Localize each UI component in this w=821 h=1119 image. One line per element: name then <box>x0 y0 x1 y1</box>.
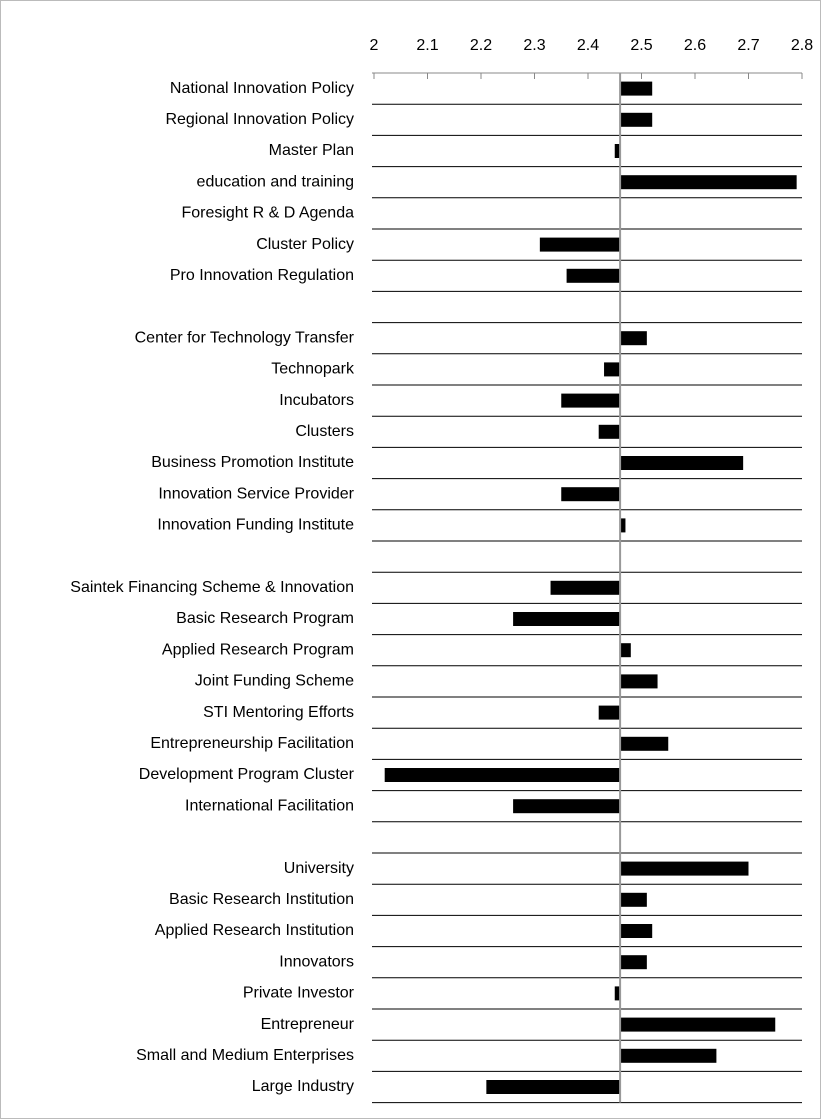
y-tick-label: Small and Medium Enterprises <box>136 1047 354 1064</box>
x-tick-label: 2.1 <box>416 37 438 54</box>
bar <box>598 424 621 439</box>
bar <box>384 768 621 782</box>
y-tick-label: Business Promotion Institute <box>151 454 354 471</box>
y-tick-label: Innovation Funding Institute <box>157 517 354 534</box>
bar <box>620 331 647 346</box>
bar <box>620 456 744 470</box>
bar <box>486 1080 621 1094</box>
y-tick-label: STI Mentoring Efforts <box>203 704 354 721</box>
bar <box>620 861 749 876</box>
y-tick-label: Foresight R & D Agenda <box>181 205 354 222</box>
y-tick-label: Large Industry <box>252 1078 354 1095</box>
y-tick-label: Clusters <box>295 423 354 440</box>
y-tick-label: Cluster Policy <box>256 236 354 253</box>
y-tick-label: Entrepreneur <box>261 1016 355 1033</box>
y-tick-label: Pro Innovation Regulation <box>170 267 354 284</box>
bar <box>561 487 621 502</box>
x-tick-label: 2.3 <box>523 37 545 54</box>
bar <box>620 924 653 938</box>
bar <box>620 736 669 751</box>
y-tick-label: Saintek Financing Scheme & Innovation <box>70 579 354 596</box>
x-tick-label: 2.7 <box>737 37 759 54</box>
y-tick-label: National Innovation Policy <box>170 80 354 97</box>
bar <box>550 580 621 595</box>
y-tick-label: Innovators <box>279 953 354 970</box>
bar <box>620 955 647 970</box>
x-tick-label: 2.5 <box>630 37 652 54</box>
y-tick-label: Development Program Cluster <box>139 766 355 783</box>
x-tick-label: 2.2 <box>470 37 492 54</box>
bar <box>620 643 631 658</box>
y-tick-label: Basic Research Program <box>176 610 354 627</box>
bar <box>566 268 621 283</box>
bar <box>539 237 621 252</box>
bar <box>561 393 621 408</box>
bar <box>620 518 626 533</box>
y-tick-label: University <box>284 860 354 877</box>
bar <box>614 144 621 158</box>
y-tick-label: Center for Technology Transfer <box>135 329 355 346</box>
y-tick-label: Incubators <box>279 392 354 409</box>
x-tick-label: 2.8 <box>791 37 813 54</box>
bar <box>620 1048 717 1063</box>
y-tick-label: Basic Research Institution <box>169 891 354 908</box>
bar <box>614 986 621 1001</box>
y-tick-label: International Facilitation <box>185 797 354 814</box>
y-tick-label: Technopark <box>271 361 355 378</box>
bar <box>620 892 647 907</box>
bar <box>620 175 797 190</box>
y-tick-label: Master Plan <box>269 142 354 159</box>
y-tick-label: Private Investor <box>243 985 355 1002</box>
bar <box>620 81 653 96</box>
y-tick-label: Joint Funding Scheme <box>195 673 354 690</box>
x-tick-label: 2 <box>370 37 379 54</box>
bar <box>604 362 621 377</box>
y-tick-label: Entrepreneurship Facilitation <box>150 735 354 752</box>
bar <box>513 799 621 814</box>
bar <box>598 705 621 720</box>
y-tick-label: Innovation Service Provider <box>158 485 354 502</box>
bar <box>620 674 658 689</box>
bar <box>620 112 653 127</box>
bar <box>620 1017 776 1032</box>
y-tick-label: Applied Research Program <box>162 641 354 658</box>
x-tick-label: 2.6 <box>684 37 706 54</box>
x-tick-label: 2.4 <box>577 37 599 54</box>
y-tick-label: Applied Research Institution <box>155 922 354 939</box>
y-tick-label: Regional Innovation Policy <box>165 111 354 128</box>
bar <box>513 612 621 626</box>
y-tick-label: education and training <box>197 173 354 190</box>
